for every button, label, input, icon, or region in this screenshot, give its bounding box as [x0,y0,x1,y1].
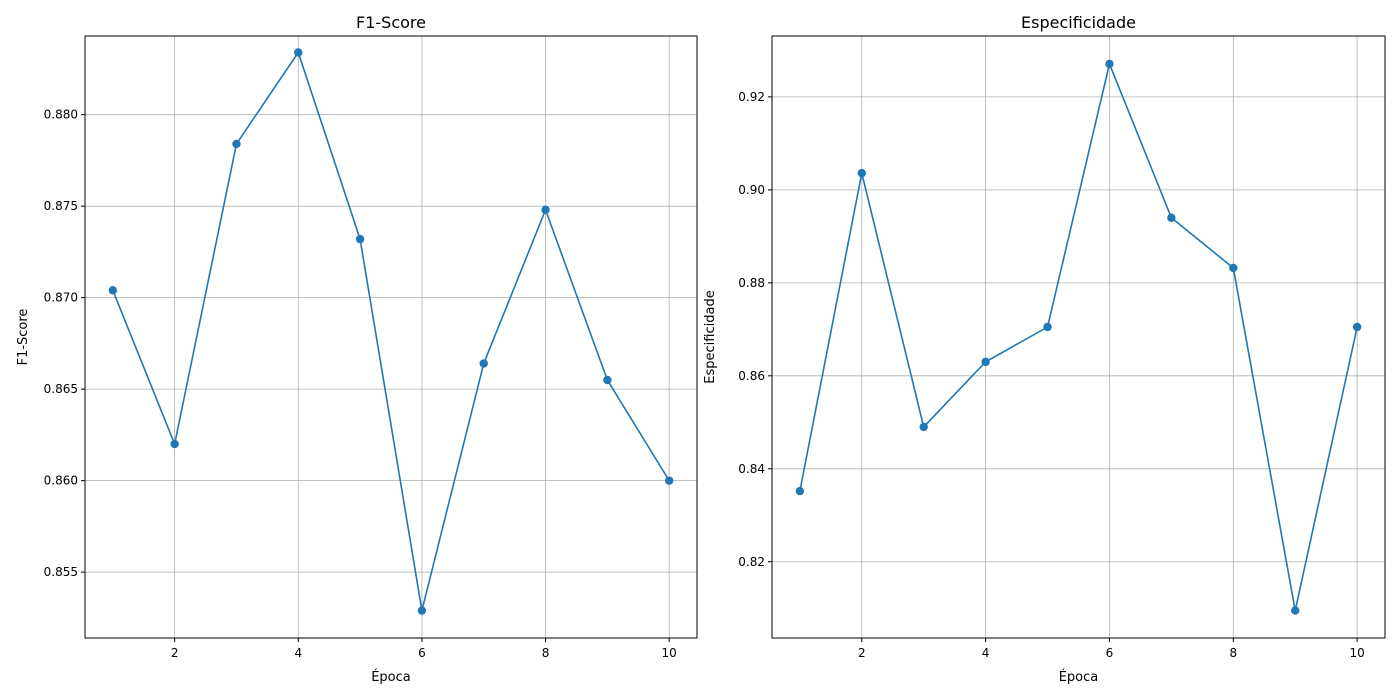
chart-1-xtick-label-3: 8 [1229,646,1237,660]
chart-1-point-7 [1167,213,1176,222]
chart-1-point-8 [1229,263,1238,273]
chart-0-point-3 [232,139,241,149]
chart-1-point-6 [1105,59,1114,69]
chart-0-ytick-label-1: 0.860 [44,474,78,488]
chart-1-frame [771,35,1386,639]
chart-1-point-1 [795,486,805,496]
chart-0-point-10 [664,476,674,485]
chart-0-ytick-label-4: 0.875 [44,199,78,213]
chart-1-xtick-label-1: 4 [982,646,990,660]
chart-1-xtick-label-0: 2 [858,646,866,660]
chart-0-point-2 [170,439,179,449]
chart-0-point-9 [603,375,612,385]
chart-1-point-10 [1352,322,1362,332]
chart-0-point-7 [479,359,488,368]
chart-1-ytick-label-0: 0.82 [738,555,765,569]
chart-0-xtick-label-0: 2 [171,646,179,660]
chart-especificidade: 2 4 6 8 10 0.82 0.84 0.86 0.88 0.90 0.92 Especifici… [703,13,1386,685]
chart-0-xtick-label-1: 4 [294,646,302,660]
chart-0-xlabel: Época [371,669,411,685]
chart-1-point-2 [857,168,866,178]
chart-0-point-6 [417,606,427,615]
chart-0-xtick-label-2: 6 [418,646,426,660]
chart-0-series-line [112,50,670,611]
chart-1-point-3 [919,422,928,432]
chart-1-ytick-label-3: 0.88 [738,276,765,290]
chart-0-ytick-label-2: 0.865 [44,382,78,396]
chart-0-ylabel: F1-Score [16,309,31,366]
chart-1-ytick-label-2: 0.86 [738,369,765,383]
chart-1-ytick-label-1: 0.84 [738,462,765,476]
chart-1-ylabel: Especificidade [703,290,718,383]
chart-f1-score: 2 4 6 8 10 0.855 0.860 0.865 0.870 0.875 0.880 F1-S… [16,13,698,685]
chart-1-ytick-label-4: 0.90 [738,183,765,197]
chart-0-point-8 [541,205,550,215]
chart-1-title: Especificidade [1021,13,1136,32]
chart-1-xtick-label-2: 6 [1106,646,1114,660]
chart-0-title: F1-Score [356,13,426,32]
chart-0-frame [84,35,698,639]
chart-0-xtick-label-3: 8 [542,646,550,660]
chart-1-point-4 [981,357,990,367]
chart-0-point-1 [108,286,118,295]
chart-0-ytick-label-0: 0.855 [44,565,78,579]
chart-0-xtick-label-4: 10 [662,646,677,660]
chart-1-xlabel: Época [1059,669,1099,685]
chart-0-ytick-label-3: 0.870 [44,291,78,305]
chart-1-series-line [799,61,1358,611]
chart-1-point-5 [1043,322,1052,332]
chart-1-xtick-label-4: 10 [1349,646,1364,660]
chart-0-point-4 [294,48,303,57]
chart-1-point-9 [1291,606,1300,615]
chart-1-ytick-label-5: 0.92 [738,90,765,104]
chart-0-point-5 [355,234,365,244]
chart-0-ytick-label-5: 0.880 [44,108,78,122]
